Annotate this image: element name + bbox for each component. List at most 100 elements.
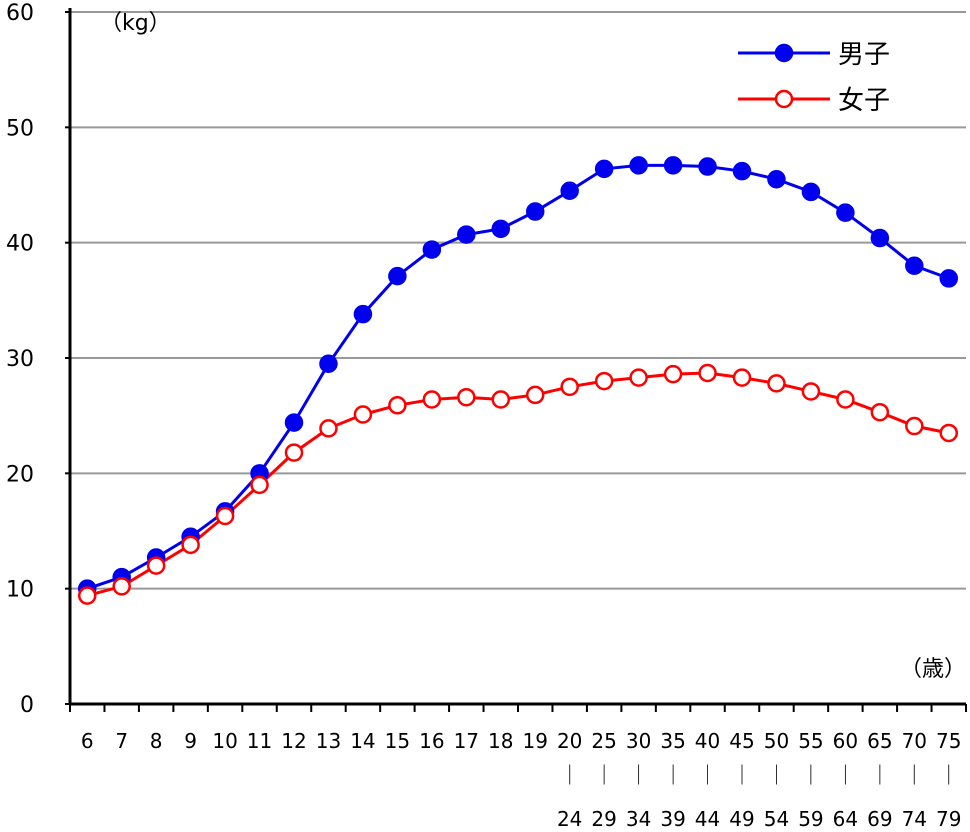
data-point-1-22 [836,390,855,409]
data-point-0-23 [870,228,890,248]
x-tick-label-end-69: 69 [867,807,892,831]
data-point-1-14 [560,377,579,397]
data-point-1-10 [422,390,442,409]
x-range-separator: ｜ [939,763,959,787]
x-tick-label-end-49: 49 [729,807,754,831]
x-tick-label-8: 8 [150,729,163,753]
x-tick-label-45: 45 [729,729,754,753]
data-point-1-20 [767,374,786,393]
x-tick-label-6: 6 [81,729,94,753]
x-tick-label-75: 75 [936,729,961,753]
y-tick-label-50: 50 [6,116,34,141]
x-tick-label-11: 11 [247,729,272,753]
data-point-0-18 [698,157,717,176]
x-range-separator: ｜ [629,763,649,787]
data-point-0-15 [594,159,614,179]
data-point-0-13 [525,202,545,221]
x-range-separator: ｜ [870,763,890,787]
data-point-0-7 [319,354,338,374]
x-unit-label: （歳） [900,657,966,682]
data-point-0-16 [629,156,648,175]
x-tick-label-14: 14 [350,729,375,753]
y-tick-label-10: 10 [6,578,34,603]
data-point-0-6 [284,413,304,432]
data-point-0-9 [388,266,407,286]
x-tick-label-end-79: 79 [936,807,961,831]
data-point-0-17 [663,156,683,175]
x-tick-label-70: 70 [902,729,927,753]
data-point-1-17 [663,364,683,384]
x-tick-label-25: 25 [591,729,616,753]
x-range-separator: ｜ [835,763,855,787]
x-tick-label-end-24: 24 [557,807,582,831]
data-point-1-13 [525,385,545,405]
data-point-1-4 [215,506,235,526]
x-tick-label-end-59: 59 [798,807,823,831]
x-tick-label-end-44: 44 [695,807,720,831]
data-point-0-21 [801,182,821,202]
data-point-1-6 [284,443,304,462]
legend-background [730,35,905,120]
data-point-1-7 [319,419,338,438]
x-range-separator: ｜ [801,763,821,787]
y-tick-label-40: 40 [6,232,34,257]
x-tick-label-18: 18 [488,729,513,753]
legend-marker-girls [774,89,794,109]
data-point-0-20 [767,169,786,189]
data-point-1-8 [353,405,373,424]
y-tick-label-30: 30 [6,347,34,372]
series-line-0 [86,163,950,591]
x-range-separator: ｜ [732,763,752,787]
x-tick-label-12: 12 [281,729,306,753]
data-point-0-19 [732,161,752,181]
data-point-0-14 [560,181,579,201]
data-point-1-25 [939,423,959,443]
legend-label-boys: 男子 [838,40,890,70]
data-point-1-24 [905,416,924,436]
x-tick-label-50: 50 [764,729,789,753]
x-range-separator: ｜ [904,763,924,787]
x-range-separator: ｜ [594,763,614,787]
x-tick-label-35: 35 [660,729,685,753]
data-point-1-0 [77,586,97,605]
x-tick-label-end-54: 54 [764,807,789,831]
x-tick-label-end-64: 64 [833,807,858,831]
data-point-0-25 [939,269,959,288]
x-tick-label-60: 60 [833,729,858,753]
x-tick-label-end-34: 34 [626,807,651,831]
data-point-1-2 [146,556,166,575]
data-point-0-22 [836,203,855,222]
legend-marker-boys [774,43,794,63]
data-point-1-11 [457,387,476,407]
y-tick-label-20: 20 [6,462,34,487]
legend-label-girls: 女子 [838,86,890,116]
data-point-0-24 [905,256,924,275]
x-tick-label-7: 7 [115,729,128,753]
x-tick-label-55: 55 [798,729,823,753]
data-point-0-12 [491,219,511,239]
x-range-separator: ｜ [663,763,683,787]
data-point-1-21 [801,382,821,401]
data-point-1-5 [250,475,269,495]
x-tick-label-17: 17 [454,729,479,753]
y-unit-label: （kg） [100,11,171,36]
x-range-separator: ｜ [698,763,718,787]
series-line-1 [86,371,950,598]
data-point-1-18 [698,363,717,383]
axes: 0 10 20 30 40 50 60 6 7 8 9 10 11 12 13 14 15 16 17 18 19 20 ｜… [6,1,967,831]
data-point-1-19 [732,368,752,387]
x-tick-label-30: 30 [626,729,651,753]
data-point-0-10 [422,240,442,259]
y-tick-label-60: 60 [6,1,34,26]
data-point-0-8 [353,304,373,324]
data-point-1-23 [870,402,890,422]
x-tick-label-20: 20 [557,729,582,753]
data-point-1-1 [112,577,131,596]
x-tick-label-end-39: 39 [660,807,685,831]
data-point-1-16 [629,368,648,387]
data-point-1-9 [388,396,407,415]
x-tick-label-16: 16 [419,729,444,753]
x-tick-label-19: 19 [523,729,548,753]
x-tick-label-13: 13 [316,729,341,753]
